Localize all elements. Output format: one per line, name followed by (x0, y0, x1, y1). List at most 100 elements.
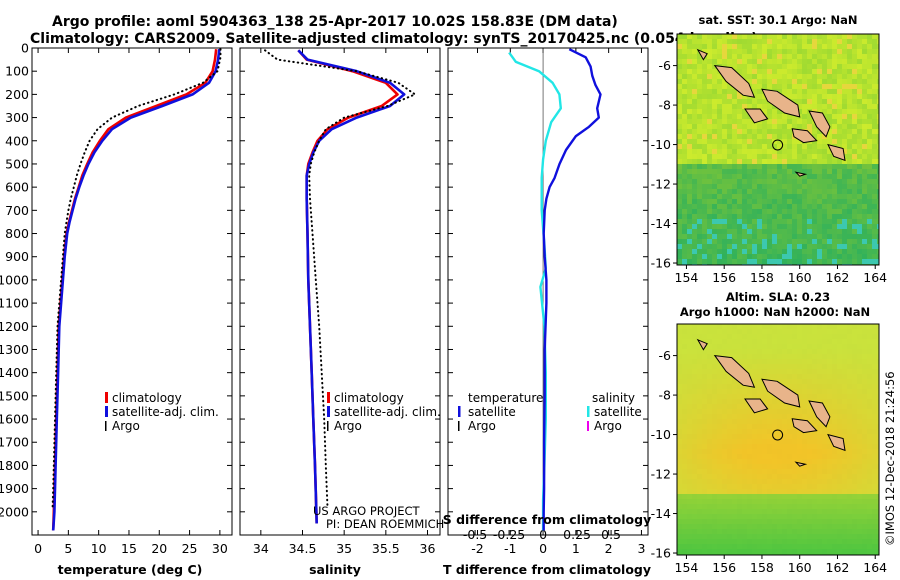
map-cell (832, 134, 838, 140)
map-cell (847, 209, 853, 215)
map-cell (762, 194, 768, 200)
map-cell (762, 369, 768, 375)
map-cell (817, 464, 823, 470)
x-tick-label: 34.5 (289, 541, 317, 556)
map-cell (837, 394, 843, 400)
map-cell (857, 374, 863, 380)
map-cell (747, 369, 753, 375)
map-cell (767, 134, 773, 140)
map-cell (722, 494, 728, 500)
map-cell (702, 374, 708, 380)
map-cell (687, 84, 693, 90)
map-cell (792, 514, 798, 520)
map-cell (857, 214, 863, 220)
map-cell (807, 59, 813, 65)
map-cell (787, 324, 793, 330)
map-cell (777, 234, 783, 240)
map-cell (752, 259, 758, 265)
map-cell (712, 359, 718, 365)
map-cell (787, 354, 793, 360)
map-cell (707, 199, 713, 205)
map-cell (697, 389, 703, 395)
y-tick-label: 1200 (0, 319, 29, 334)
map-cell (722, 39, 728, 45)
map-cell (862, 479, 868, 485)
map-cell (782, 194, 788, 200)
map-cell (752, 99, 758, 105)
map-cell (697, 349, 703, 355)
map-cell (807, 484, 813, 490)
map-cell (707, 384, 713, 390)
map-cell (732, 119, 738, 125)
map-cell (727, 84, 733, 90)
map-cell (802, 529, 808, 535)
map-cell (862, 364, 868, 370)
map-cell (732, 419, 738, 425)
map-cell (822, 34, 828, 40)
map-cell (827, 499, 833, 505)
map-cell (802, 444, 808, 450)
map-cell (742, 219, 748, 225)
map-cell (772, 114, 778, 120)
map-cell (877, 454, 879, 460)
map-cell (757, 104, 763, 110)
map-cell (692, 349, 698, 355)
map-cell (762, 124, 768, 130)
map-cell (722, 254, 728, 260)
map-cell (837, 139, 843, 145)
map-cell (747, 359, 753, 365)
map-cell (772, 129, 778, 135)
map-cell (757, 414, 763, 420)
map-cell (722, 534, 728, 540)
map-cell (817, 84, 823, 90)
map-cell (767, 339, 773, 345)
map-cell (752, 79, 758, 85)
map-cell (692, 254, 698, 260)
map-cell (852, 254, 858, 260)
map-cell (847, 524, 853, 530)
map-cell (767, 464, 773, 470)
map-cell (842, 354, 848, 360)
map-cell (812, 184, 818, 190)
map-cell (707, 364, 713, 370)
map-cell (717, 174, 723, 180)
map-cell (762, 49, 768, 55)
map-cell (857, 494, 863, 500)
map-cell (802, 544, 808, 550)
map-cell (812, 389, 818, 395)
island (696, 338, 708, 351)
map-cell (807, 99, 813, 105)
map-cell (827, 464, 833, 470)
map-cell (742, 49, 748, 55)
map-cell (787, 329, 793, 335)
map-cell (757, 54, 763, 60)
map-cell (747, 524, 753, 530)
map-cell (857, 169, 863, 175)
map-cell (707, 34, 713, 40)
map-cell (732, 159, 738, 165)
map-cell (677, 34, 683, 40)
map-cell (787, 129, 793, 135)
map-cell (837, 184, 843, 190)
map-cell (867, 159, 873, 165)
map-cell (792, 384, 798, 390)
map-cell (762, 239, 768, 245)
map-cell (722, 44, 728, 50)
map-cell (797, 514, 803, 520)
map-cell (727, 349, 733, 355)
map-cell (692, 329, 698, 335)
map-cell (872, 89, 878, 95)
map-cell (812, 94, 818, 100)
map-cell (742, 149, 748, 155)
map-cell (762, 104, 768, 110)
map-cell (732, 539, 738, 545)
map-cell (782, 154, 788, 160)
x-tick-label: -1 (504, 541, 516, 556)
map-cell (842, 84, 848, 90)
map-cell (822, 54, 828, 60)
map-cell (767, 474, 773, 480)
map-cell (712, 334, 718, 340)
map-cell (807, 359, 813, 365)
map-cell (757, 134, 763, 140)
map-cell (842, 219, 848, 225)
